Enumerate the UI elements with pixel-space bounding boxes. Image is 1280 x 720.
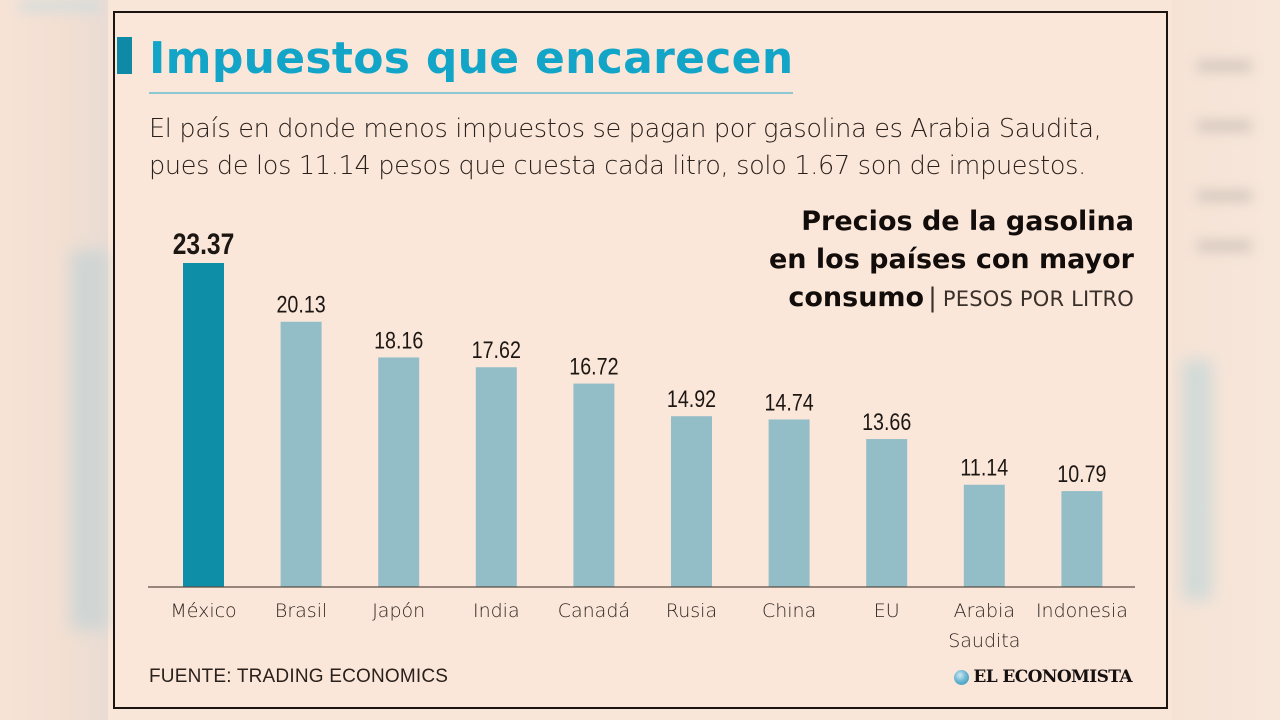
category-label: Japón — [372, 600, 425, 622]
background-blur-left — [0, 0, 108, 720]
bars-group — [183, 263, 1103, 587]
background-blur-right — [1172, 0, 1280, 720]
value-label: 17.62 — [472, 336, 521, 363]
chart-heading-separator: | — [928, 283, 937, 313]
chart-heading-line: en los países con mayor — [768, 244, 1134, 275]
title-accent-block — [117, 37, 132, 74]
category-label: China — [762, 600, 816, 622]
category-label: Canadá — [558, 600, 630, 622]
value-label: 20.13 — [276, 291, 325, 318]
chart-unit-label: PESOS POR LITRO — [942, 287, 1134, 311]
category-label: México — [170, 600, 236, 622]
infographic-subtitle: El país en donde menos impuestos se paga… — [149, 111, 1139, 185]
background-smudge — [1197, 240, 1252, 252]
background-smudge — [70, 250, 108, 630]
value-label: 10.79 — [1057, 460, 1106, 487]
background-smudge — [1197, 120, 1252, 132]
globe-icon — [954, 669, 970, 685]
infographic-title: Impuestos que encarecen — [149, 33, 794, 84]
value-label: 14.92 — [667, 385, 716, 412]
category-label: Saudita — [948, 630, 1020, 652]
bar-rusia — [671, 416, 712, 587]
category-label: Arabia — [954, 600, 1015, 622]
background-smudge — [1182, 360, 1212, 600]
category-label: EU — [874, 600, 900, 622]
value-label: 23.37 — [173, 227, 235, 261]
bar-eu — [866, 439, 908, 587]
category-label: India — [473, 600, 520, 622]
chart-heading-word: consumo — [788, 282, 925, 313]
infographic-frame: Impuestos que encarecen El país en donde… — [113, 11, 1168, 709]
bar-arabia-saudita — [963, 484, 1005, 587]
bar-indonesia — [1061, 491, 1103, 587]
brand-name: EL ECONOMISTA — [973, 667, 1132, 687]
bar-japón — [378, 357, 420, 587]
background-smudge — [20, 0, 100, 12]
bar-chart: 23.37 20.13 18.16 17.62 16.72 14.92 14.74 13.66… — [148, 227, 1135, 652]
title-divider — [149, 92, 793, 94]
subtitle-line: El país en donde menos impuestos se paga… — [149, 114, 1102, 144]
background-smudge — [1197, 60, 1252, 72]
chart-heading-line: Precios de la gasolina — [801, 206, 1134, 237]
category-label: Indonesia — [1036, 600, 1128, 622]
bar-méxico — [183, 263, 224, 587]
value-labels-group: 23.37 20.13 18.16 17.62 16.72 14.92 14.74 13.66… — [173, 227, 1107, 488]
chart-heading: Precios de la gasolina en los países con… — [769, 203, 1134, 318]
background-smudge — [1197, 190, 1252, 202]
bar-brasil — [280, 321, 322, 587]
bar-china — [768, 419, 810, 587]
value-label: 16.72 — [569, 353, 618, 380]
value-label: 18.16 — [374, 327, 423, 354]
bar-canadá — [573, 383, 615, 587]
value-label: 14.74 — [764, 389, 813, 416]
bar-india — [475, 367, 517, 587]
category-label: Brasil — [275, 600, 327, 622]
value-label: 11.14 — [960, 454, 1008, 481]
category-label: Rusia — [666, 600, 717, 622]
subtitle-line: pues de los 11.14 pesos que cuesta cada … — [149, 151, 1086, 181]
brand-logo: EL ECONOMISTA — [954, 667, 1133, 687]
category-labels-group: México Brasil Japón India Canadá Rusia China EU… — [170, 600, 1128, 652]
value-label: 13.66 — [862, 408, 911, 435]
source-note: FUENTE: TRADING ECONOMICS — [149, 666, 449, 687]
chart-heading-line: consumo | PESOS POR LITRO — [769, 279, 1134, 318]
